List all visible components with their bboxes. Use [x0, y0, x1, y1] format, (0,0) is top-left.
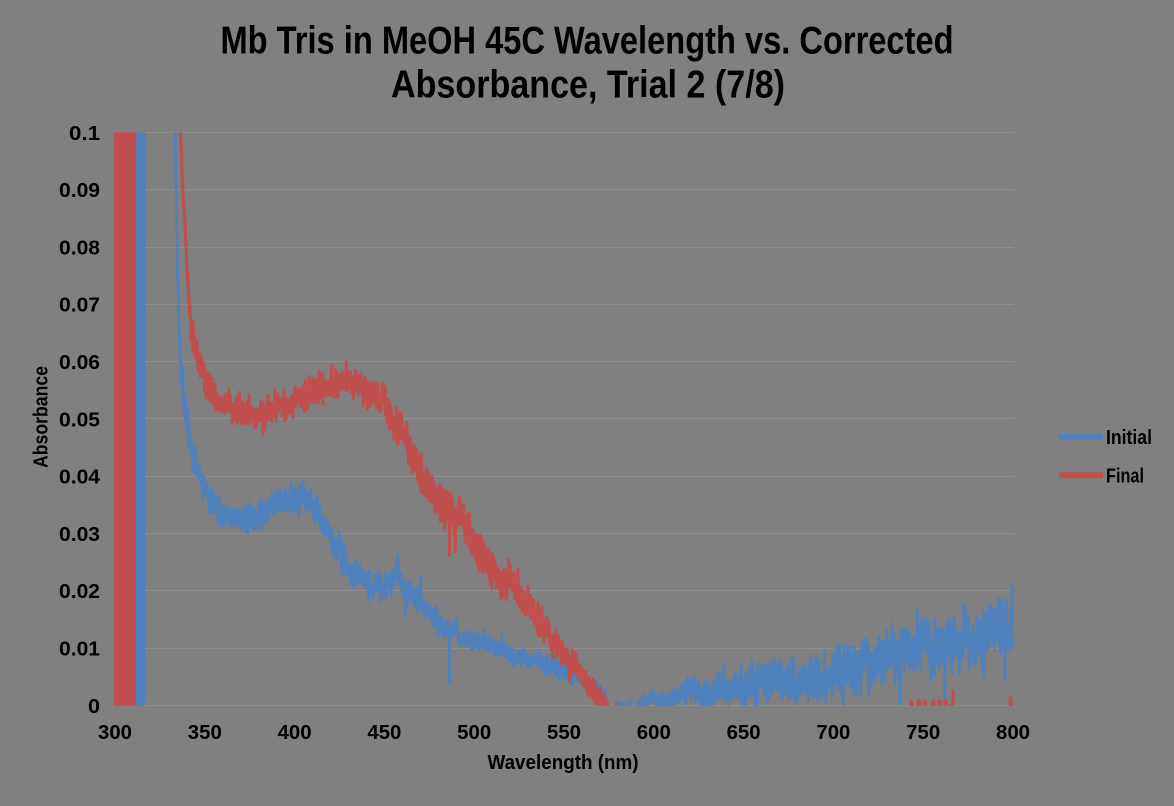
svg-text:400: 400	[278, 722, 312, 744]
svg-text:Initial: Initial	[1106, 426, 1152, 449]
svg-text:700: 700	[816, 722, 850, 744]
svg-text:0.01: 0.01	[59, 639, 100, 661]
svg-text:0.05: 0.05	[59, 409, 100, 431]
svg-text:Final: Final	[1106, 464, 1144, 487]
svg-text:0.07: 0.07	[59, 295, 100, 317]
svg-text:0.09: 0.09	[59, 180, 100, 202]
svg-text:350: 350	[188, 722, 222, 744]
svg-text:600: 600	[637, 722, 671, 744]
svg-text:0.06: 0.06	[59, 352, 100, 374]
svg-text:750: 750	[906, 722, 940, 744]
svg-text:0.08: 0.08	[59, 237, 100, 259]
svg-text:0.1: 0.1	[69, 123, 100, 145]
svg-text:0.03: 0.03	[59, 524, 100, 546]
svg-text:650: 650	[727, 722, 761, 744]
svg-text:Mb Tris in MeOH 45C Wavelength: Mb Tris in MeOH 45C Wavelength vs. Corre…	[221, 20, 954, 63]
svg-text:800: 800	[996, 722, 1030, 744]
svg-text:550: 550	[547, 722, 581, 744]
svg-text:0: 0	[88, 696, 100, 718]
svg-text:300: 300	[98, 722, 132, 744]
svg-text:0.02: 0.02	[59, 581, 100, 603]
svg-text:Absorbance, Trial 2 (7/8): Absorbance, Trial 2 (7/8)	[391, 64, 785, 107]
svg-text:500: 500	[457, 722, 491, 744]
svg-text:0.04: 0.04	[59, 467, 101, 489]
svg-text:450: 450	[367, 722, 401, 744]
svg-text:Wavelength (nm): Wavelength (nm)	[488, 752, 639, 774]
svg-text:Absorbance: Absorbance	[31, 366, 53, 468]
